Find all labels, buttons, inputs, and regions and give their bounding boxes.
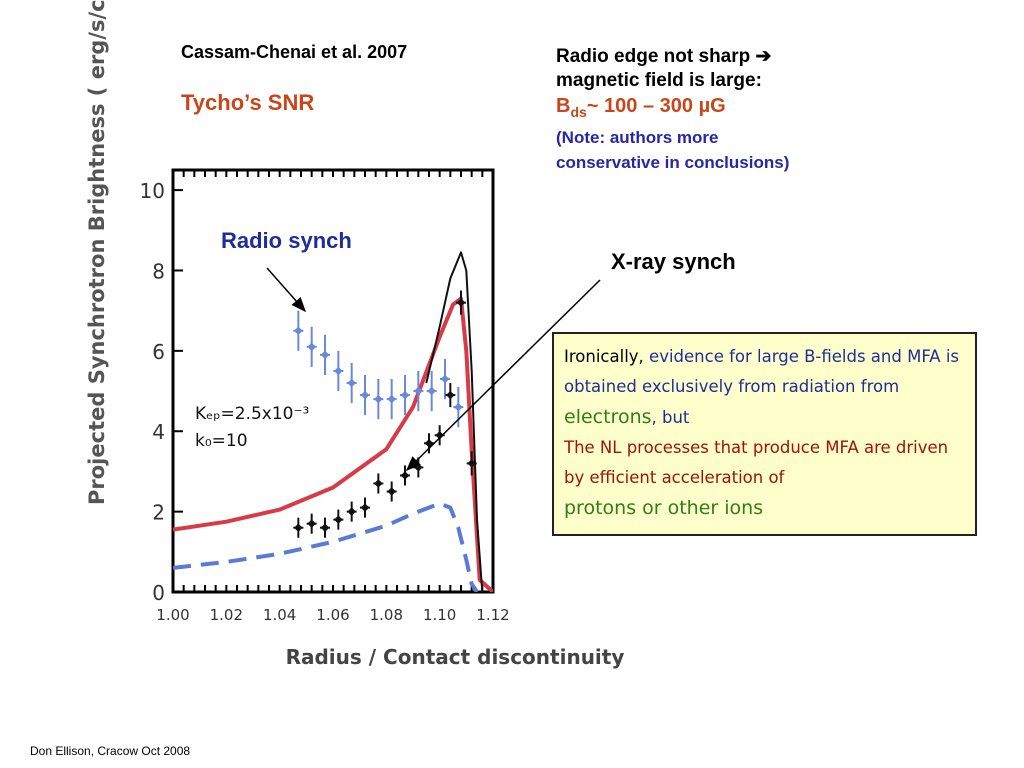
- commentary-but: , but: [651, 408, 690, 427]
- plot-area: [173, 251, 493, 592]
- snr-title: Tycho’s SNR: [181, 90, 315, 115]
- xray-data-point: [387, 487, 396, 496]
- note-line-1: Radio edge not sharp ➔: [556, 46, 772, 67]
- commentary-paragraph-1: Ironically, evidence for large B-fields …: [564, 342, 965, 433]
- commentary-paragraph-3: protons or other ions: [564, 497, 764, 519]
- xray-data-point: [435, 431, 444, 440]
- y-tick-label: 2: [152, 501, 165, 525]
- xray-data-point: [334, 515, 343, 524]
- caveat-line-2: conservative in conclusions): [556, 153, 790, 172]
- series-layer: [173, 251, 493, 592]
- blue-dashed-curve: [173, 501, 479, 592]
- caveat-line-1: (Note: authors more: [556, 128, 719, 147]
- black-solid-curve: [425, 251, 484, 592]
- xray-arrow: [405, 279, 601, 472]
- parameter-annotation: k₀=10: [195, 431, 248, 451]
- x-tick-label: 1.12: [476, 606, 509, 624]
- magnetic-field-note: Radio edge not sharp ➔ magnetic field is…: [556, 45, 916, 175]
- xray-data-point: [374, 479, 383, 488]
- radio-data-point: [454, 402, 463, 412]
- xray-data-point: [467, 459, 476, 468]
- radio-data-point: [387, 394, 396, 404]
- radio-synch-label: Radio synch: [221, 228, 352, 253]
- xray-data-point: [307, 519, 316, 528]
- annotation-layer: Kₑₚ=2.5x10⁻³ k₀=10: [195, 404, 309, 451]
- radio-data-point: [414, 386, 423, 396]
- radio-data-point: [374, 394, 383, 404]
- x-tick-label: 1.02: [210, 606, 243, 624]
- red-solid-curve: [173, 296, 493, 592]
- y-axis-label: Projected Synchrotron Brightness ( erg/s…: [85, 0, 109, 505]
- note-line-2: magnetic field is large:: [556, 70, 762, 91]
- b-symbol: B: [556, 95, 571, 117]
- y-axis-label-group: Projected Synchrotron Brightness ( erg/s…: [85, 0, 109, 505]
- field-estimate: Bds~ 100 – 300 µG: [556, 93, 916, 125]
- xray-data-point: [294, 523, 303, 532]
- xray-data-point: [414, 463, 423, 472]
- xray-data-point: [400, 471, 410, 480]
- xray-data-point: [320, 523, 330, 532]
- radio-data-point: [400, 390, 410, 400]
- y-tick-label: 10: [140, 179, 165, 203]
- footer-credit: Don Ellison, Cracow Oct 2008: [30, 744, 191, 758]
- radio-data-point: [294, 326, 303, 336]
- y-ticks: 0 2 4 6 8 10: [140, 179, 183, 605]
- commentary-electrons: electrons: [564, 406, 652, 428]
- parameter-annotation: Kₑₚ=2.5x10⁻³: [195, 404, 309, 424]
- x-tick-label: 1.00: [156, 606, 189, 624]
- radio-data-point: [347, 378, 356, 388]
- plot-frame: [171, 168, 495, 594]
- y-tick-label: 6: [152, 340, 165, 364]
- x-axis-label: Radius / Contact discontinuity: [286, 645, 625, 669]
- xray-synch-label: X-ray synch: [611, 249, 736, 274]
- xray-data-point: [360, 503, 370, 512]
- xray-data-point: [446, 390, 455, 400]
- x-tick-label: 1.10: [423, 606, 456, 624]
- y-tick-label: 0: [152, 581, 165, 605]
- caveat-note: (Note: authors more conservative in conc…: [556, 125, 916, 175]
- commentary-box: Ironically, evidence for large B-fields …: [552, 332, 977, 536]
- radio-data-point: [307, 342, 316, 352]
- radio-arrow: [266, 267, 306, 313]
- commentary-ironically: Ironically,: [564, 347, 644, 366]
- radio-data-point: [427, 386, 436, 396]
- radio-data-point: [440, 374, 450, 384]
- xray-data-point: [347, 507, 356, 516]
- xray-data-point: [456, 298, 466, 307]
- radio-data-point: [334, 366, 343, 376]
- citation: Cassam-Chenai et al. 2007: [181, 42, 408, 62]
- y-tick-label: 4: [152, 420, 165, 444]
- commentary-evidence: evidence for large B-fields and MFA is o…: [564, 347, 960, 396]
- radio-data-point: [360, 390, 370, 400]
- x-tick-label: 1.04: [263, 606, 296, 624]
- commentary-paragraph-2: The NL processes that produce MFA are dr…: [564, 438, 949, 487]
- x-ticks: 1.00 1.02 1.04 1.06 1.08 1.10 1.12: [156, 606, 509, 624]
- x-tick-label: 1.08: [370, 606, 403, 624]
- y-tick-label: 8: [152, 259, 165, 283]
- b-value: ~ 100 – 300 µG: [586, 95, 726, 117]
- radio-data-point: [320, 350, 330, 360]
- b-subscript: ds: [570, 104, 587, 120]
- x-tick-label: 1.06: [316, 606, 349, 624]
